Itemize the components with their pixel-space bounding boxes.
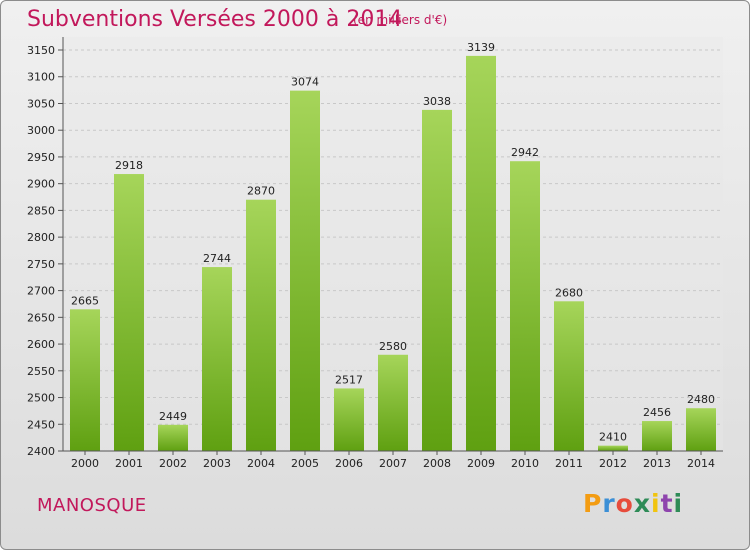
y-tick-label: 2450 bbox=[27, 418, 55, 431]
data-label-2001: 2918 bbox=[115, 159, 143, 172]
data-label-2014: 2480 bbox=[687, 393, 715, 406]
y-tick-label: 2600 bbox=[27, 338, 55, 351]
logo-letter: o bbox=[615, 489, 634, 518]
y-tick-label: 3050 bbox=[27, 97, 55, 110]
bar-2006 bbox=[334, 388, 364, 451]
data-label-2007: 2580 bbox=[379, 340, 407, 353]
bar-2007 bbox=[378, 354, 408, 451]
bar-2014 bbox=[686, 408, 716, 451]
x-tick-label-2004: 2004 bbox=[247, 457, 275, 470]
y-tick-label: 2650 bbox=[27, 311, 55, 324]
data-label-2013: 2456 bbox=[643, 406, 671, 419]
bar-2013 bbox=[642, 421, 672, 451]
bar-2010 bbox=[510, 161, 540, 451]
bar-2005 bbox=[290, 90, 320, 451]
chart-title: Subventions Versées 2000 à 2014 bbox=[27, 7, 403, 32]
x-tick-label-2001: 2001 bbox=[115, 457, 143, 470]
x-tick-label-2009: 2009 bbox=[467, 457, 495, 470]
x-tick-label-2000: 2000 bbox=[71, 457, 99, 470]
y-tick-label: 3150 bbox=[27, 44, 55, 57]
bar-2008 bbox=[422, 109, 452, 452]
data-label-2005: 3074 bbox=[291, 76, 319, 89]
logo-letter: i bbox=[651, 489, 661, 518]
data-label-2003: 2744 bbox=[203, 252, 231, 265]
data-label-2010: 2942 bbox=[511, 146, 539, 159]
logo-letter: i bbox=[673, 489, 684, 518]
bar-2000 bbox=[70, 309, 100, 451]
logo-letter: r bbox=[602, 489, 616, 518]
y-tick-label: 2900 bbox=[27, 178, 55, 191]
city-name: MANOSQUE bbox=[37, 495, 147, 516]
y-tick-label: 2500 bbox=[27, 392, 55, 405]
bar-2011 bbox=[554, 301, 584, 451]
y-tick-label: 2750 bbox=[27, 258, 55, 271]
data-label-2008: 3038 bbox=[423, 95, 451, 108]
y-tick-label: 3100 bbox=[27, 71, 55, 84]
y-tick-label: 3000 bbox=[27, 124, 55, 137]
data-label-2004: 2870 bbox=[247, 185, 275, 198]
x-tick-label-2002: 2002 bbox=[159, 457, 187, 470]
x-tick-label-2010: 2010 bbox=[511, 457, 539, 470]
y-tick-label: 2700 bbox=[27, 285, 55, 298]
x-tick-label-2008: 2008 bbox=[423, 457, 451, 470]
x-tick-label-2003: 2003 bbox=[203, 457, 231, 470]
bar-2012 bbox=[598, 445, 628, 451]
data-label-2000: 2665 bbox=[71, 294, 99, 307]
data-label-2006: 2517 bbox=[335, 373, 363, 386]
x-tick-label-2014: 2014 bbox=[687, 457, 715, 470]
x-tick-label-2012: 2012 bbox=[599, 457, 627, 470]
y-tick-label: 2400 bbox=[27, 445, 55, 458]
bar-2004 bbox=[246, 199, 276, 451]
y-tick-label: 2950 bbox=[27, 151, 55, 164]
bar-2003 bbox=[202, 267, 232, 451]
logo-letter: x bbox=[633, 489, 651, 518]
data-label-2002: 2449 bbox=[159, 410, 187, 423]
logo-letter: t bbox=[660, 489, 674, 518]
y-tick-label: 2550 bbox=[27, 365, 55, 378]
y-tick-label: 2850 bbox=[27, 204, 55, 217]
y-tick-label: 2800 bbox=[27, 231, 55, 244]
bar-2002 bbox=[158, 424, 188, 451]
x-tick-label-2005: 2005 bbox=[291, 457, 319, 470]
logo-letter: P bbox=[583, 489, 603, 518]
chart-subtitle: (en milliers d'€) bbox=[353, 13, 448, 27]
x-tick-label-2013: 2013 bbox=[643, 457, 671, 470]
data-label-2012: 2410 bbox=[599, 431, 627, 444]
bar-2001 bbox=[114, 174, 144, 451]
x-tick-label-2006: 2006 bbox=[335, 457, 363, 470]
bar-2009 bbox=[466, 55, 496, 451]
data-label-2011: 2680 bbox=[555, 286, 583, 299]
x-tick-label-2011: 2011 bbox=[555, 457, 583, 470]
data-label-2009: 3139 bbox=[467, 41, 495, 54]
proxiti-logo: Proxiti bbox=[583, 489, 683, 518]
x-tick-label-2007: 2007 bbox=[379, 457, 407, 470]
